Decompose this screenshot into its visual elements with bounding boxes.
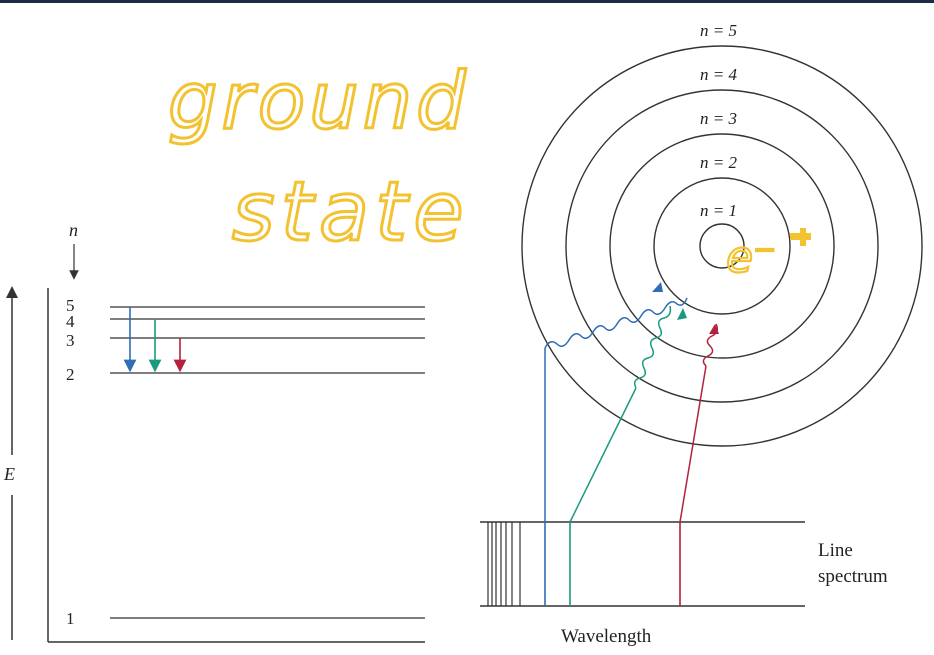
energy-level-diagram: E n 5 4 3 2 1 [3, 220, 425, 643]
orbit-label-n4: n = 4 [700, 65, 737, 84]
orbit-n2 [653, 177, 791, 315]
electron-marker-icon [790, 228, 811, 246]
electron-annotation: e⁻ [726, 232, 776, 283]
level-label-5: 5 [66, 296, 75, 315]
connector-red [679, 365, 707, 523]
photon-blue-arrowhead [652, 282, 663, 292]
orbit-n5 [521, 45, 923, 447]
energy-axis-label: E [3, 464, 15, 484]
level-label-2: 2 [66, 365, 75, 384]
bohr-model: n = 5 n = 4 n = 3 n = 2 n = 1 e⁻ [521, 21, 923, 447]
n-label: n [69, 220, 78, 240]
line-spectrum: Line spectrum Wavelength [480, 348, 888, 647]
photon-blue-wave [544, 297, 688, 349]
photon-red-arrowhead [709, 324, 719, 334]
level-label-3: 3 [66, 331, 75, 350]
photon-teal-wave [633, 305, 672, 389]
spectrum-label-line1: Line [818, 540, 853, 561]
photon-teal-arrowhead [677, 308, 687, 320]
orbit-label-n3: n = 3 [700, 109, 737, 128]
connector-teal [569, 387, 637, 523]
handwriting-ground-state: ground state [167, 56, 470, 262]
orbit-n3 [609, 133, 835, 359]
level-label-1: 1 [66, 609, 75, 628]
orbit-label-n2: n = 2 [700, 153, 737, 172]
handwriting-line-2: state [232, 165, 470, 260]
orbit-label-n1: n = 1 [700, 201, 737, 220]
wavelength-label: Wavelength [561, 626, 652, 647]
level-label-4: 4 [66, 312, 75, 331]
orbit-label-n5: n = 5 [700, 21, 737, 40]
spectrum-label-line2: spectrum [818, 566, 888, 587]
handwriting-line-1: ground [168, 57, 470, 147]
orbit-n1 [699, 223, 745, 269]
orbit-n4 [565, 89, 879, 403]
uv-spectral-lines [487, 522, 521, 606]
top-border [0, 0, 934, 3]
